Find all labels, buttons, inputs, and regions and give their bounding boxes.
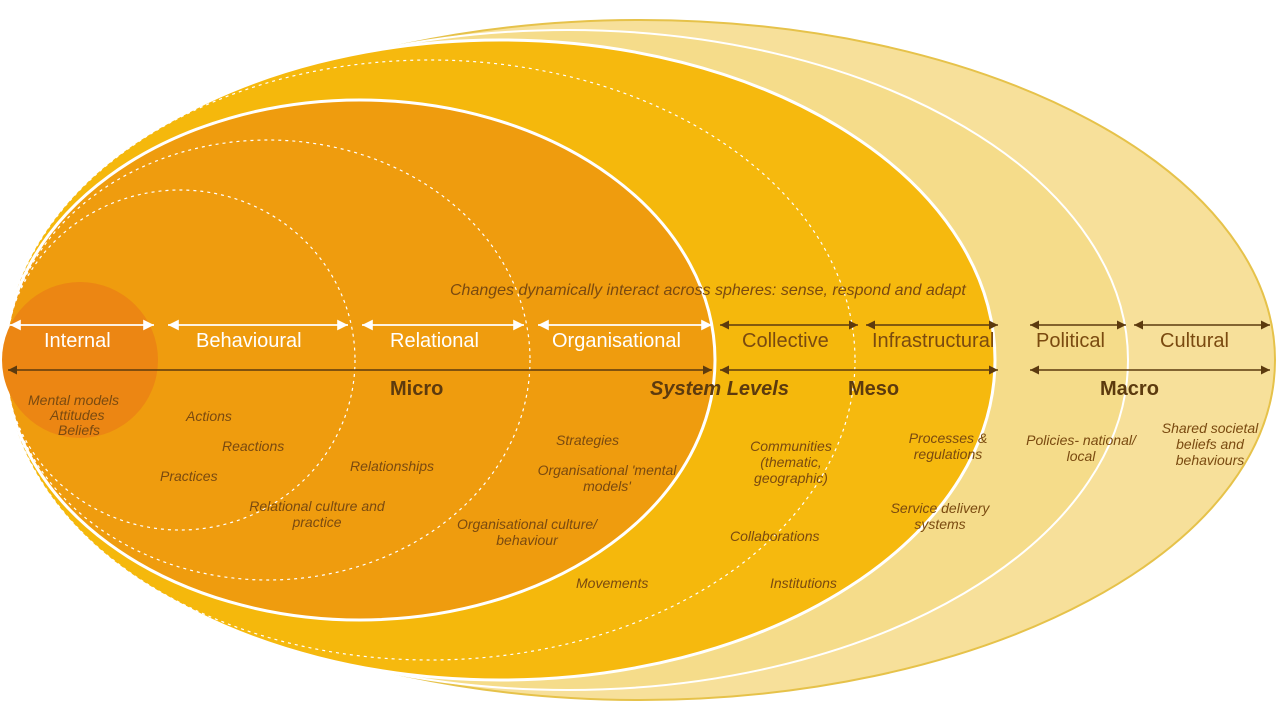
sphere-label-organisational: Organisational	[552, 330, 681, 353]
note: Shared societal beliefs and behaviours	[1150, 420, 1270, 468]
note: Institutions	[770, 575, 890, 591]
diagram-root: Internal Behavioural Relational Organisatio…	[0, 0, 1280, 720]
sphere-label-infrastructural: Infrastructural	[872, 330, 994, 353]
system-levels-label: System Levels	[650, 378, 789, 401]
note: Processes & regulations	[888, 430, 1008, 462]
note: Relational culture and practice	[232, 498, 402, 530]
level-label-micro: Micro	[390, 378, 443, 401]
sphere-label-political: Political	[1036, 330, 1105, 353]
ellipse-canvas	[0, 0, 1280, 720]
note: Beliefs	[58, 422, 178, 438]
caption: Changes dynamically interact across sphe…	[450, 282, 966, 300]
note: Organisational 'mental models'	[532, 462, 682, 494]
note: Policies- national/ local	[1026, 432, 1136, 464]
note: Movements	[576, 575, 696, 591]
note: Attitudes	[50, 407, 170, 423]
note: Organisational culture/ behaviour	[452, 516, 602, 548]
sphere-label-internal: Internal	[44, 330, 111, 353]
note: Communities (thematic, geographic)	[726, 438, 856, 486]
level-label-macro: Macro	[1100, 378, 1159, 401]
sphere-label-collective: Collective	[742, 330, 829, 353]
note: Strategies	[556, 432, 676, 448]
note: Service delivery systems	[870, 500, 1010, 532]
sphere-label-cultural: Cultural	[1160, 330, 1229, 353]
note: Actions	[186, 408, 306, 424]
note: Mental models	[28, 392, 148, 408]
sphere-label-relational: Relational	[390, 330, 479, 353]
level-label-meso: Meso	[848, 378, 899, 401]
note: Relationships	[350, 458, 470, 474]
sphere-label-behavioural: Behavioural	[196, 330, 302, 353]
note: Collaborations	[730, 528, 850, 544]
note: Practices	[160, 468, 280, 484]
note: Reactions	[222, 438, 342, 454]
